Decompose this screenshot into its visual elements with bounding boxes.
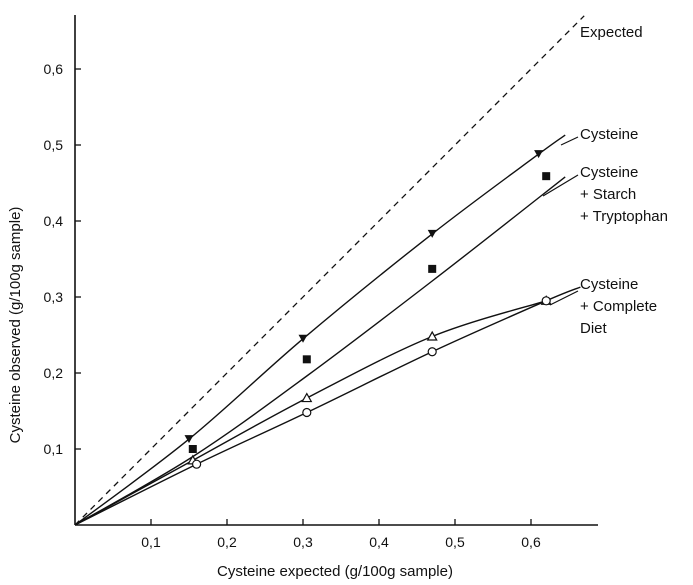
x-axis-title: Cysteine expected (g/100g sample) xyxy=(217,563,453,580)
triangle-down-marker xyxy=(427,229,437,238)
series-label: Cysteine xyxy=(580,164,638,181)
open-circle-marker xyxy=(302,407,312,418)
series-line xyxy=(74,134,566,526)
y-tick-label: 0,5 xyxy=(44,137,64,153)
series-label-leaders xyxy=(542,136,579,306)
series-label: + Complete xyxy=(580,298,657,315)
square-marker xyxy=(428,264,437,273)
y-tick-label: 0,1 xyxy=(44,441,64,457)
triangle-down-marker xyxy=(298,334,308,343)
x-tick-label: 0,2 xyxy=(217,534,237,550)
series-label: Cysteine xyxy=(580,126,638,143)
y-axis-title: Cysteine observed (g/100g sample) xyxy=(7,207,24,444)
open-circle-marker xyxy=(427,347,437,357)
y-tick-label: 0,2 xyxy=(44,365,64,381)
x-tick-label: 0,6 xyxy=(521,534,541,550)
y-tick-label: 0,3 xyxy=(44,289,64,305)
series-line xyxy=(74,15,585,526)
series-labels: Expected Cysteine Cysteine + Starch + Trypto… xyxy=(580,24,668,337)
data-markers xyxy=(184,150,552,469)
series-label-leader xyxy=(560,136,579,146)
triangle-down-marker xyxy=(184,435,194,444)
triangle-down-marker xyxy=(534,150,544,159)
x-tick-label: 0,5 xyxy=(445,534,465,550)
series-label: + Tryptophan xyxy=(580,208,668,225)
axes: 0,1 0,2 0,3 0,4 0,5 0,6 0,1 0,2 0,3 0,4 0,5 0,6 xyxy=(44,15,598,550)
square-marker xyxy=(188,445,197,453)
square-marker xyxy=(302,355,311,364)
series-line xyxy=(74,176,566,526)
open-circle-marker xyxy=(192,459,202,469)
y-tick-label: 0,4 xyxy=(44,213,64,229)
y-tick-label: 0,6 xyxy=(44,61,64,77)
open-triangle-marker xyxy=(301,392,313,403)
series-label: + Starch xyxy=(580,186,636,203)
series-line xyxy=(74,286,581,526)
x-tick-label: 0,1 xyxy=(141,534,161,550)
series-label: Cysteine xyxy=(580,276,638,293)
open-triangle-marker xyxy=(426,330,438,341)
x-tick-label: 0,4 xyxy=(369,534,389,550)
series-lines xyxy=(74,15,585,526)
open-circle-marker xyxy=(541,296,551,306)
series-label-leader xyxy=(549,290,579,306)
series-label: Diet xyxy=(580,320,608,337)
x-tick-label: 0,3 xyxy=(293,534,313,550)
square-marker xyxy=(542,172,551,181)
series-label-leader xyxy=(542,174,579,197)
series-label: Expected xyxy=(580,24,643,41)
